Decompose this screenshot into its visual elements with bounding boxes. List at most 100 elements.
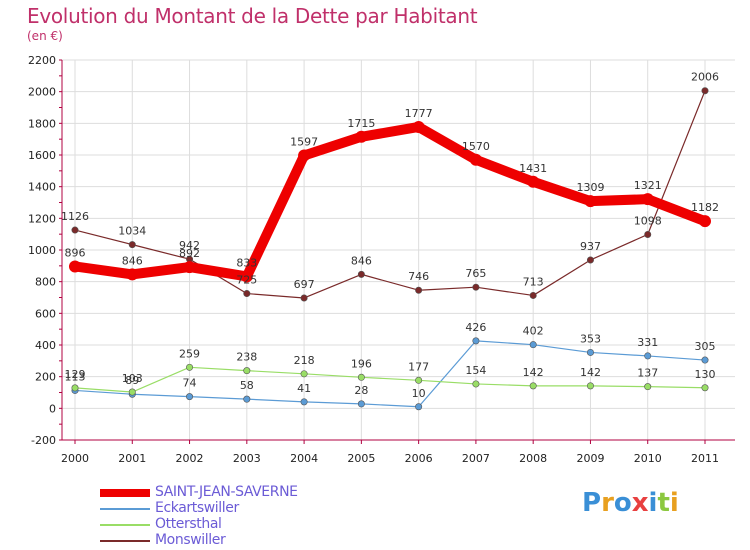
data-label: 1309 bbox=[576, 181, 604, 194]
series-line-saint-jean-saverne bbox=[70, 121, 710, 282]
data-label: 746 bbox=[408, 270, 429, 283]
y-tick-label: 1200 bbox=[28, 212, 56, 225]
data-label: 426 bbox=[465, 321, 486, 334]
y-tick-label: 1400 bbox=[28, 181, 56, 194]
logo-letter: P bbox=[582, 488, 602, 518]
data-point bbox=[529, 291, 537, 299]
data-point bbox=[472, 283, 480, 291]
x-tick-label: 2009 bbox=[576, 452, 604, 465]
data-point bbox=[240, 270, 253, 283]
data-point bbox=[527, 175, 540, 188]
data-label: 937 bbox=[580, 240, 601, 253]
data-label: 89 bbox=[125, 374, 139, 387]
legend-label: SAINT-JEAN-SAVERNE bbox=[155, 484, 298, 500]
data-label: 402 bbox=[523, 325, 544, 338]
data-label: 1034 bbox=[118, 225, 146, 238]
data-point bbox=[529, 341, 537, 349]
data-point bbox=[186, 393, 194, 401]
data-point bbox=[641, 193, 654, 206]
x-tick-label: 2003 bbox=[233, 452, 261, 465]
data-point bbox=[469, 153, 482, 166]
data-point bbox=[300, 294, 308, 302]
legend-label: Monswiller bbox=[155, 532, 226, 548]
y-tick-label: 1600 bbox=[28, 149, 56, 162]
data-label: 142 bbox=[523, 366, 544, 379]
data-label: 177 bbox=[408, 360, 429, 373]
data-label: 142 bbox=[580, 366, 601, 379]
data-label: 1431 bbox=[519, 162, 547, 175]
chart-subtitle: (en €) bbox=[27, 29, 63, 43]
data-label: 725 bbox=[236, 274, 257, 287]
legend-label: Eckartswiller bbox=[155, 500, 239, 516]
data-point bbox=[355, 130, 368, 143]
x-tick-label: 2010 bbox=[634, 452, 662, 465]
data-point bbox=[126, 268, 139, 281]
data-label: 74 bbox=[183, 377, 197, 390]
data-point bbox=[300, 398, 308, 406]
data-point bbox=[243, 367, 251, 375]
data-label: 1570 bbox=[462, 140, 490, 153]
x-tick-label: 2001 bbox=[118, 452, 146, 465]
data-label: 103 bbox=[122, 372, 143, 385]
data-label: 218 bbox=[294, 354, 315, 367]
data-label: 353 bbox=[580, 332, 601, 345]
legend-swatch bbox=[100, 508, 150, 510]
data-label: 1777 bbox=[405, 107, 433, 120]
data-label: 129 bbox=[65, 368, 86, 381]
series-line-monswiller bbox=[74, 90, 706, 299]
logo-letter: r bbox=[601, 488, 614, 518]
data-label: 28 bbox=[354, 384, 368, 397]
proxiti-logo: Proxiti bbox=[582, 488, 679, 518]
x-tick-label: 2006 bbox=[405, 452, 433, 465]
line-chart: -200 0 200 400 600 800 1000 1200 1400 1600 1800 200… bbox=[28, 54, 735, 465]
legend-swatch bbox=[100, 489, 150, 497]
data-label: 113 bbox=[65, 370, 86, 383]
data-point bbox=[243, 290, 251, 298]
x-tick-label: 2007 bbox=[462, 452, 490, 465]
data-point bbox=[415, 403, 423, 411]
data-point bbox=[412, 120, 425, 133]
logo-letter: i bbox=[648, 488, 658, 518]
legend-swatch bbox=[100, 540, 150, 542]
data-point bbox=[701, 384, 709, 392]
data-label: 154 bbox=[465, 364, 486, 377]
data-label: 896 bbox=[65, 246, 86, 259]
data-point bbox=[644, 383, 652, 391]
y-tick-label: 600 bbox=[35, 307, 56, 320]
data-point bbox=[586, 256, 594, 264]
y-tick-label: 2000 bbox=[28, 86, 56, 99]
y-tick-label: 1000 bbox=[28, 244, 56, 257]
data-label: 238 bbox=[236, 351, 257, 364]
data-point bbox=[472, 380, 480, 388]
data-point bbox=[300, 370, 308, 378]
data-label: 846 bbox=[351, 254, 372, 267]
x-tick-label: 2002 bbox=[176, 452, 204, 465]
legend-swatch bbox=[100, 524, 150, 526]
chart-title: Evolution du Montant de la Dette par Hab… bbox=[27, 4, 478, 28]
data-point bbox=[699, 215, 711, 228]
data-point bbox=[584, 195, 597, 208]
y-tick-label: 200 bbox=[35, 371, 56, 384]
y-tick-label: 400 bbox=[35, 339, 56, 352]
data-label: 58 bbox=[240, 379, 254, 392]
data-label: 846 bbox=[122, 254, 143, 267]
logo-letter: o bbox=[613, 488, 632, 518]
data-point bbox=[69, 260, 81, 273]
data-point bbox=[644, 230, 652, 238]
data-label: 713 bbox=[523, 275, 544, 288]
data-point bbox=[357, 400, 365, 408]
data-point bbox=[472, 337, 480, 345]
data-point bbox=[357, 373, 365, 381]
data-label: 1715 bbox=[347, 117, 375, 130]
data-point bbox=[183, 261, 196, 274]
data-label: 137 bbox=[637, 367, 658, 380]
data-point bbox=[701, 87, 709, 95]
data-label: 1126 bbox=[61, 210, 89, 223]
data-label: 1597 bbox=[290, 135, 318, 148]
data-point bbox=[243, 395, 251, 403]
x-tick-label: 2008 bbox=[519, 452, 547, 465]
data-point bbox=[71, 226, 79, 234]
data-label: 833 bbox=[236, 256, 257, 269]
data-label: 1098 bbox=[634, 214, 662, 227]
data-label: 331 bbox=[637, 336, 658, 349]
